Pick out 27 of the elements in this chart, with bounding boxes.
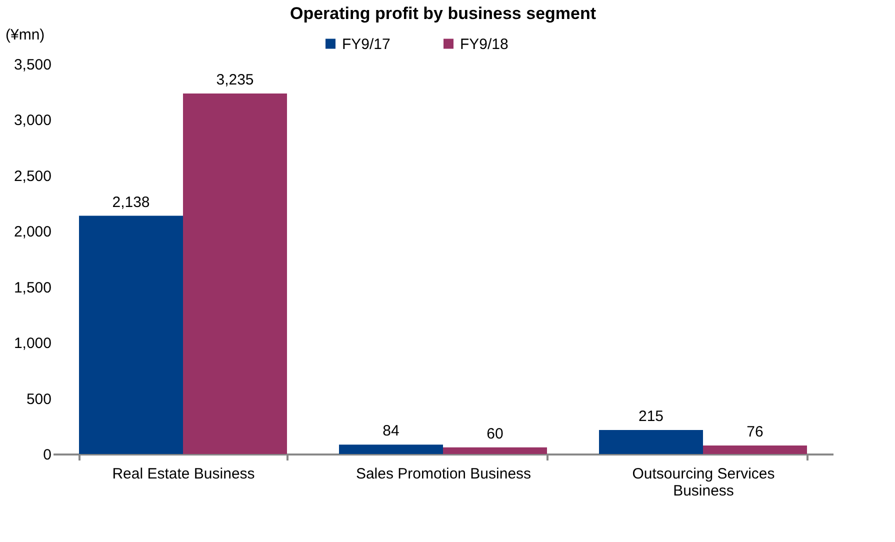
legend-label: FY9/17: [342, 36, 390, 53]
y-tick-label: 2,500: [14, 168, 52, 185]
y-tick-label: 3,000: [14, 112, 52, 130]
chart-title: Operating profit by business segment: [290, 4, 596, 23]
y-tick-label: 0: [43, 446, 52, 464]
y-tick-label: 3,500: [14, 56, 52, 74]
data-label: 84: [382, 422, 400, 440]
y-axis-title: (¥mn): [6, 26, 45, 44]
data-label: 2,138: [112, 194, 150, 211]
bar: [443, 447, 547, 454]
y-tick-label: 500: [26, 390, 52, 408]
data-label: 76: [746, 424, 764, 441]
x-tick-label: Sales Promotion Business: [356, 466, 532, 482]
bar: [79, 216, 183, 454]
bar: [703, 446, 807, 454]
legend-label: FY9/18: [460, 36, 508, 53]
data-label: 60: [486, 425, 504, 442]
x-tick-label: Outsourcing Services Business: [632, 466, 775, 500]
y-tick-label: 2,000: [14, 224, 52, 241]
y-tick-label: 1,500: [14, 279, 52, 296]
x-tick-label: Real Estate Business: [112, 466, 255, 482]
bar: [339, 444, 443, 454]
data-label: 215: [638, 408, 664, 426]
bar: [599, 430, 703, 454]
y-tick-label: 1,000: [14, 335, 52, 352]
data-label: 3,235: [216, 72, 254, 89]
bar: [183, 94, 287, 454]
